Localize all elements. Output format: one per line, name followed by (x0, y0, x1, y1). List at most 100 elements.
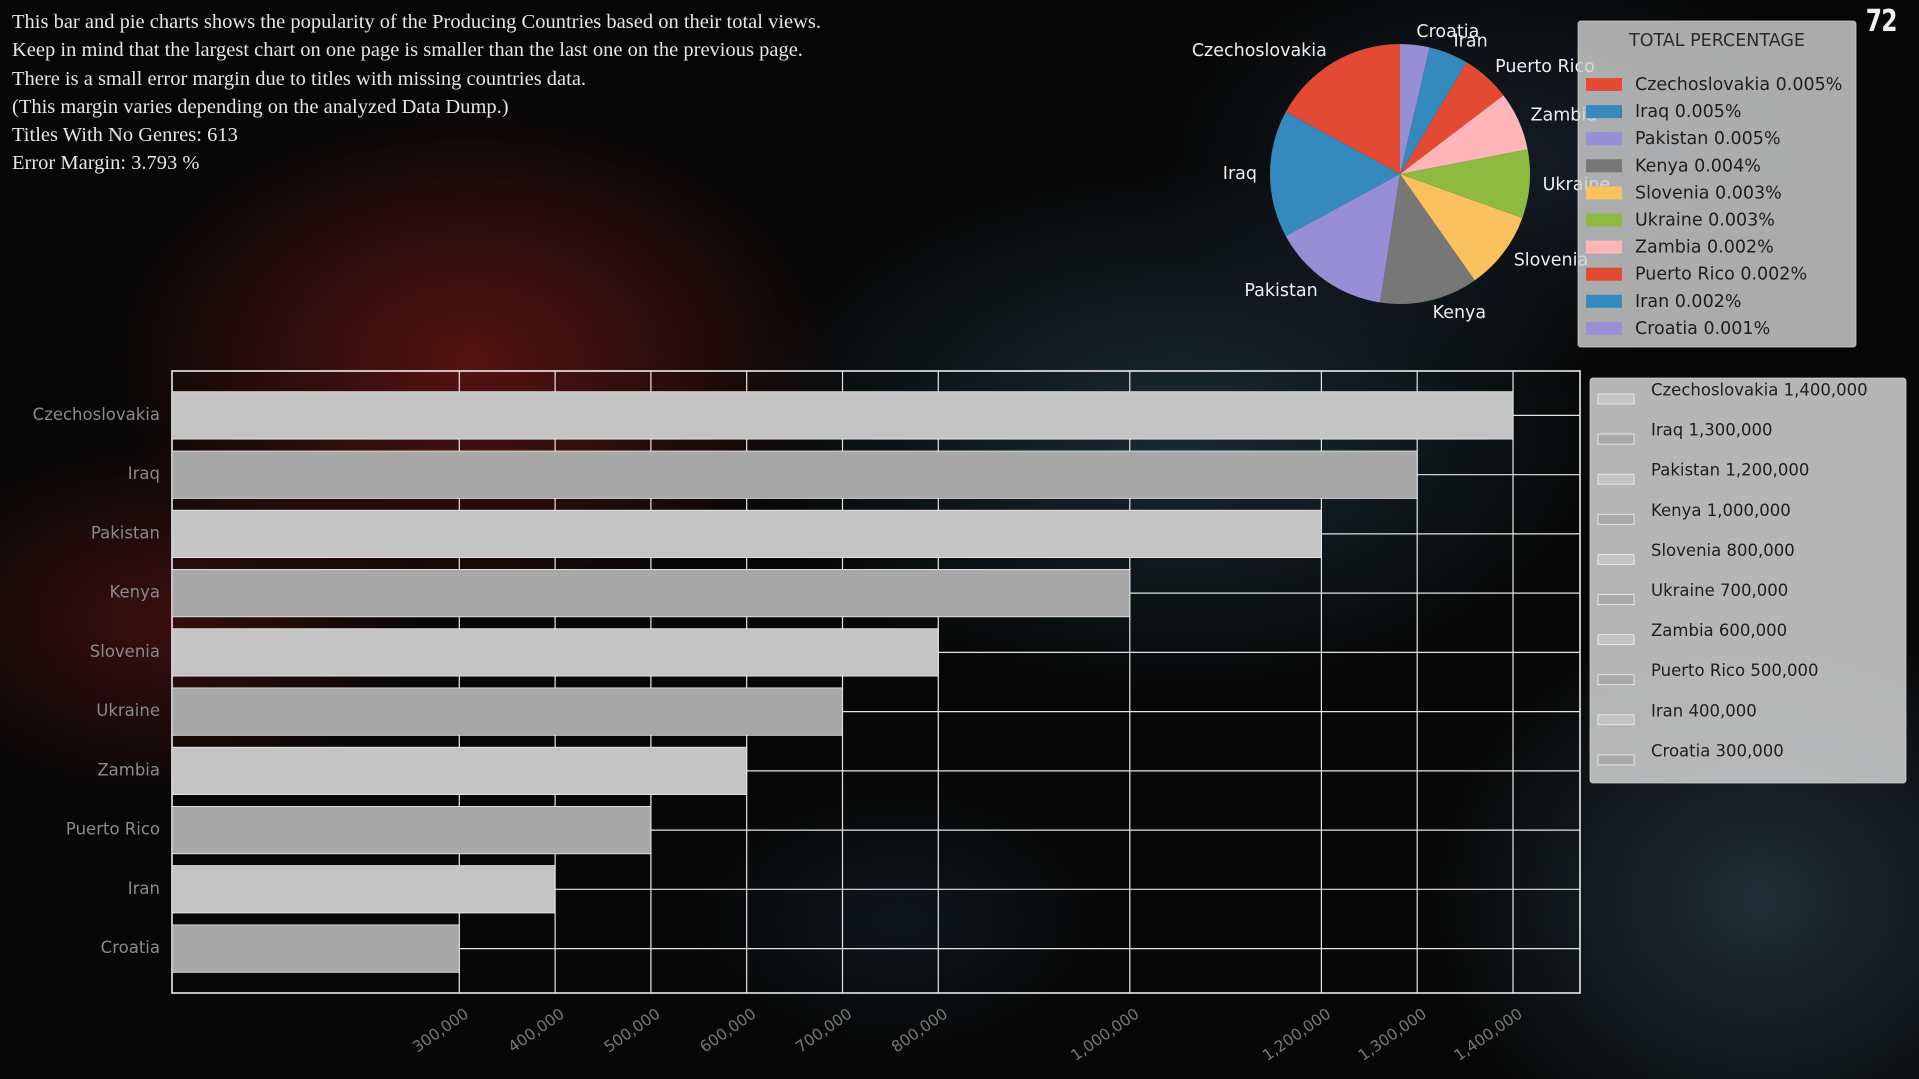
y-tick-label: Ukraine (96, 701, 160, 720)
bar (171, 924, 460, 973)
bar (171, 450, 1418, 499)
x-tick-label: 1,400,000 (1451, 1005, 1526, 1065)
pie-legend-entry: Slovenia 0.003% (1635, 183, 1782, 203)
legend-swatch (1597, 714, 1635, 726)
pie-slice (1400, 47, 1467, 174)
pie-legend-entry: Ukraine 0.003% (1635, 211, 1775, 231)
legend-swatch (1586, 213, 1622, 227)
legend-swatch (1586, 105, 1622, 119)
x-tick-label: 1,000,000 (1068, 1005, 1143, 1065)
pie-label: Iraq (1223, 164, 1257, 184)
pie-slice (1285, 174, 1400, 303)
bar (171, 746, 748, 796)
x-tick-label: 1,300,000 (1355, 1005, 1430, 1065)
error-margin: Error Margin: 3.793 % (12, 152, 200, 175)
x-tick-label: 700,000 (792, 1005, 855, 1057)
legend-swatch (1586, 321, 1622, 335)
pie-label: Croatia (1416, 22, 1479, 42)
legend-swatch (1597, 393, 1635, 405)
page-number: 72 (1865, 4, 1898, 39)
titles-no-genres: Titles With No Genres: 613 (12, 124, 238, 147)
pie-legend (1577, 20, 1857, 348)
bar (171, 628, 939, 677)
y-tick-label: Croatia (101, 938, 160, 957)
legend-swatch (1597, 594, 1635, 605)
pie-slice (1380, 174, 1475, 305)
pie-legend-entry: Kenya 0.004% (1635, 156, 1761, 176)
intro-line: There is a small error margin due to tit… (12, 67, 587, 90)
intro-line: Keep in mind that the largest chart on o… (12, 39, 803, 62)
y-tick-label: Pakistan (91, 523, 160, 542)
bar-legend-entry: Puerto Rico 500,000 (1651, 661, 1819, 680)
bar (171, 569, 1131, 618)
pie-label: Puerto Rico (1495, 57, 1595, 77)
pie-slice (1400, 149, 1530, 218)
pie-legend-entry: Czechoslovakia 0.005% (1635, 75, 1842, 95)
bar-legend-entry: Kenya 1,000,000 (1651, 501, 1791, 520)
bar-legend-entry: Iraq 1,300,000 (1651, 421, 1772, 440)
intro-line: This bar and pie charts shows the popula… (12, 11, 822, 33)
x-tick-label: 300,000 (409, 1005, 472, 1057)
intro-line: (This margin varies depending on the ana… (12, 95, 509, 118)
x-tick-label: 400,000 (505, 1005, 568, 1057)
legend-swatch (1597, 433, 1635, 445)
bar-legend-entry: Slovenia 800,000 (1651, 541, 1795, 560)
legend-swatch (1597, 754, 1635, 766)
x-tick-label: 800,000 (888, 1005, 951, 1057)
bar-legend-entry: Pakistan 1,200,000 (1651, 461, 1809, 480)
legend-swatch (1597, 473, 1635, 485)
legend-swatch (1586, 132, 1622, 146)
legend-swatch (1586, 294, 1622, 308)
pie-legend-entry: Zambia 0.002% (1635, 238, 1774, 258)
pie-slice (1400, 44, 1430, 174)
pie-slice (1285, 44, 1400, 174)
legend-swatch (1597, 554, 1635, 565)
y-tick-label: Puerto Rico (66, 820, 160, 839)
legend-swatch (1597, 513, 1635, 525)
legend-swatch (1597, 674, 1635, 686)
bar (171, 391, 1514, 440)
y-tick-label: Czechoslovakia (33, 405, 160, 424)
bar-legend-entry: Czechoslovakia 1,400,000 (1651, 381, 1868, 400)
y-tick-label: Kenya (110, 583, 160, 602)
pie-legend-entry: Puerto Rico 0.002% (1635, 265, 1807, 285)
bar (171, 687, 843, 736)
y-tick-label: Iran (128, 879, 160, 898)
pie-slice (1400, 62, 1504, 175)
pie-legend-title: TOTAL PERCENTAGE (1628, 31, 1805, 51)
legend-swatch (1586, 267, 1622, 281)
pie-slice (1269, 111, 1400, 237)
plot-frame (171, 370, 1581, 994)
legend-swatch (1586, 78, 1622, 91)
bar-legend-entry: Zambia 600,000 (1651, 621, 1787, 640)
legend-swatch (1597, 634, 1635, 645)
pie-legend-entry: Croatia 0.001% (1635, 319, 1770, 339)
bar (171, 509, 1322, 559)
legend-swatch (1586, 186, 1622, 200)
bar-legend (1589, 377, 1907, 784)
bar (171, 806, 652, 855)
pie-label: Czechoslovakia (1192, 41, 1327, 61)
legend-swatch (1586, 159, 1622, 173)
x-tick-label: 1,200,000 (1259, 1005, 1334, 1065)
pie-label: Pakistan (1244, 281, 1317, 301)
intro-text: This bar and pie charts shows the popula… (12, 8, 821, 178)
pie-slice (1400, 95, 1528, 174)
pie-legend-entry: Iran 0.002% (1635, 292, 1741, 312)
pie-label: Kenya (1433, 303, 1487, 323)
bar-legend-entry: Iran 400,000 (1651, 701, 1757, 720)
pie-legend-entry: Iraq 0.005% (1635, 102, 1741, 122)
x-tick-label: 500,000 (601, 1005, 664, 1057)
y-tick-label: Zambia (97, 760, 160, 779)
pie-legend-entry: Pakistan 0.005% (1635, 129, 1781, 149)
pie-label: Iran (1454, 31, 1488, 51)
y-tick-label: Iraq (128, 464, 160, 483)
pie-slice (1400, 174, 1523, 281)
bar-legend-entry: Ukraine 700,000 (1651, 581, 1788, 600)
bar (171, 865, 556, 914)
x-tick-label: 600,000 (697, 1005, 760, 1057)
legend-swatch (1586, 240, 1622, 254)
